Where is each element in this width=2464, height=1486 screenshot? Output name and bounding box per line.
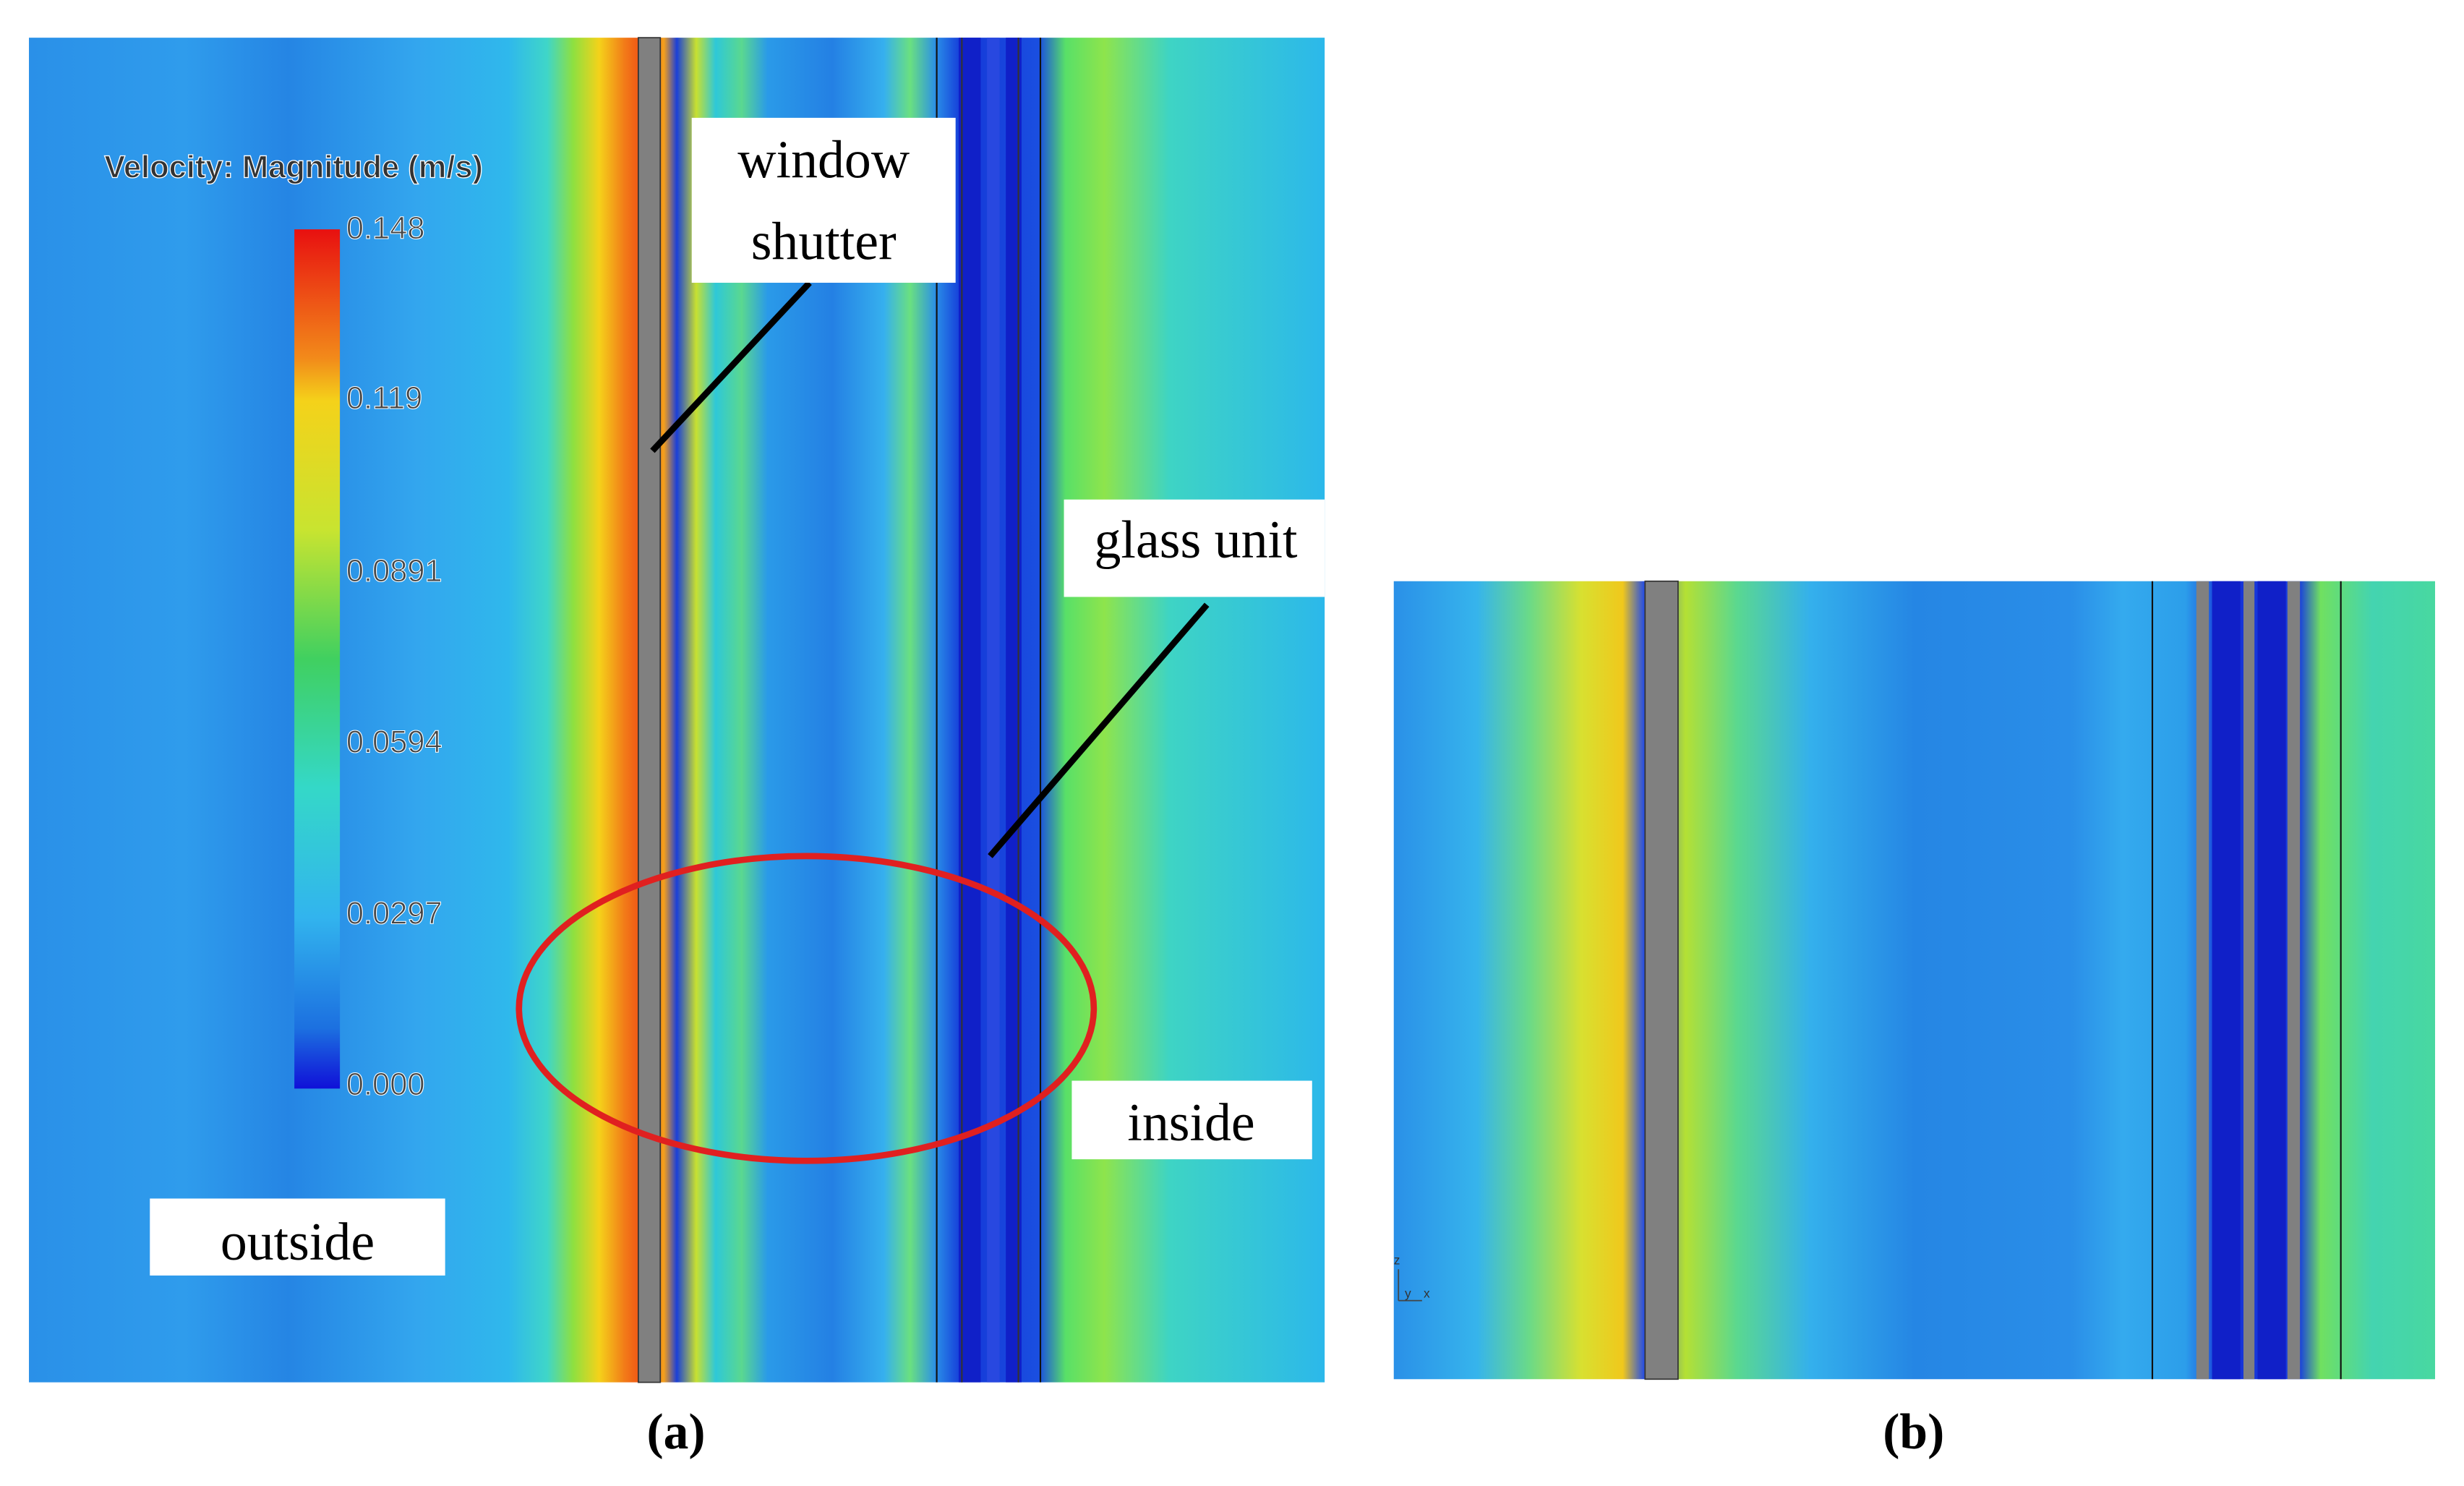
legend-tick: 0.148 bbox=[346, 211, 425, 246]
shutter-label: window bbox=[737, 129, 910, 189]
axis-label: z bbox=[1394, 1253, 1400, 1268]
glass-label: glass unit bbox=[1095, 510, 1299, 569]
caption: (a) bbox=[646, 1404, 705, 1460]
glass-unit-region bbox=[2151, 581, 2342, 1380]
label-box bbox=[691, 117, 956, 283]
outside-label: outside bbox=[221, 1212, 375, 1271]
shutter-bar bbox=[1644, 580, 1679, 1380]
legend-tick: 0.0594 bbox=[346, 725, 442, 760]
caption: (b) bbox=[1883, 1404, 1944, 1460]
label-box bbox=[150, 1198, 445, 1276]
axis-triad: z y x bbox=[1394, 1253, 1430, 1302]
legend-tick: 0.0297 bbox=[346, 896, 442, 931]
glass-pointer bbox=[988, 602, 1210, 858]
legend-tick: 0.000 bbox=[346, 1067, 425, 1102]
label-box bbox=[1064, 499, 1325, 597]
shutter-bar bbox=[638, 37, 662, 1383]
glass-unit-region bbox=[936, 38, 1042, 1383]
legend-tick: 0.0891 bbox=[346, 554, 442, 589]
legend-tick: 0.119 bbox=[346, 381, 422, 416]
axis-label: y bbox=[1405, 1286, 1411, 1300]
axis-label: x bbox=[1424, 1286, 1430, 1300]
velocity-field bbox=[29, 38, 1325, 1383]
shutter-label: shutter bbox=[751, 211, 897, 270]
inside-label: inside bbox=[1127, 1093, 1254, 1152]
panel-b: z y x (b) bbox=[1393, 580, 2435, 1460]
legend-ticks: 0.148 0.119 0.0891 0.0594 0.0297 0.000 bbox=[346, 211, 442, 1103]
highlight-ellipse bbox=[516, 853, 1098, 1164]
legend-title: Velocity: Magnitude (m/s) bbox=[104, 150, 483, 184]
colorbar bbox=[294, 229, 341, 1089]
panel-a: Velocity: Magnitude (m/s) 0.148 0.119 0.… bbox=[29, 37, 1325, 1460]
label-box bbox=[1071, 1080, 1312, 1160]
shutter-pointer bbox=[650, 281, 812, 453]
